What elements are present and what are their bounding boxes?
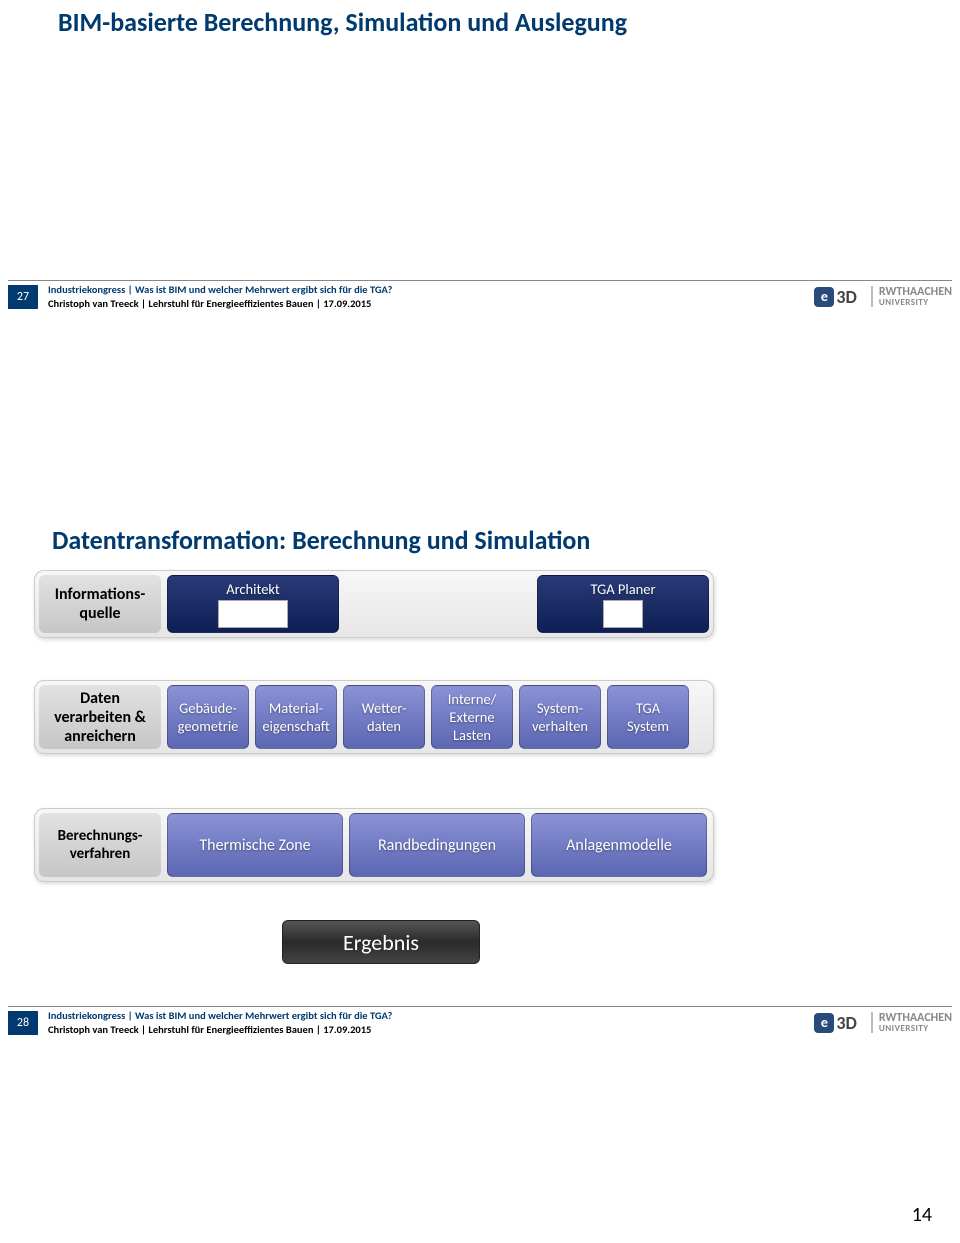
footer-line1: Industriekongress | Was ist BIM und welc… — [48, 1009, 392, 1022]
e3d-badge-icon: e — [814, 1013, 834, 1033]
slide28-footer-text: Industriekongress | Was ist BIM und welc… — [48, 1009, 392, 1035]
row2-item-1: Material-eigenschaft — [255, 685, 337, 749]
slide27-title: BIM-basierte Berechnung, Simulation und … — [0, 0, 960, 38]
slide28-footer: 28 Industriekongress | Was ist BIM und w… — [8, 1006, 952, 1038]
row3-item-2: Anlagenmodelle — [531, 813, 707, 877]
row2-item-0: Gebäude-geometrie — [167, 685, 249, 749]
ergebnis-box: Ergebnis — [282, 920, 480, 964]
row3-item-0: Thermische Zone — [167, 813, 343, 877]
slide28-page-number: 28 — [8, 1011, 38, 1035]
tga-planer-label: TGA Planer — [590, 580, 655, 598]
e3d-text: 3D — [836, 1012, 856, 1034]
row2-item-4: System-verhalten — [519, 685, 601, 749]
row2-item-2: Wetter-daten — [343, 685, 425, 749]
slide27-footer-text: Industriekongress | Was ist BIM und welc… — [48, 283, 392, 309]
row3-item-1: Randbedingungen — [349, 813, 525, 877]
rwth-logo: RWTHAACHEN UNIVERSITY — [871, 286, 952, 307]
tga-planer-box: TGA Planer — [537, 575, 709, 633]
rwth-logo: RWTHAACHEN UNIVERSITY — [871, 1012, 952, 1033]
row2-label-text: Daten verarbeiten & anreichern — [43, 689, 157, 746]
footer-line2: Christoph van Treeck | Lehrstuhl für Ene… — [48, 1023, 392, 1036]
architekt-box: Architekt — [167, 575, 339, 633]
slide28-title: Datentransformation: Berechnung und Simu… — [0, 518, 590, 556]
ergebnis-label: Ergebnis — [343, 929, 419, 956]
page-corner-number: 14 — [912, 1203, 932, 1227]
slide28-logos: e3D RWTHAACHEN UNIVERSITY — [814, 1012, 952, 1034]
slide27-page-number: 27 — [8, 285, 38, 309]
e3d-logo: e3D — [814, 1012, 856, 1034]
e3d-badge-icon: e — [814, 287, 834, 307]
slide27-footer: 27 Industriekongress | Was ist BIM und w… — [8, 280, 952, 312]
row2-item-5: TGA System — [607, 685, 689, 749]
e3d-text: 3D — [836, 286, 856, 308]
row3-label: Berechnungs-verfahren — [39, 813, 161, 877]
rwth-bottom: UNIVERSITY — [879, 298, 952, 307]
row2-item-3: Interne/ Externe Lasten — [431, 685, 513, 749]
tga-planer-image-placeholder — [603, 600, 643, 628]
row1-label-text: Informations-quelle — [43, 585, 157, 623]
e3d-logo: e3D — [814, 286, 856, 308]
row-informationsquelle: Informations-quelle Architekt TGA Planer — [34, 570, 714, 638]
row3-label-text: Berechnungs-verfahren — [43, 827, 157, 863]
row2-label: Daten verarbeiten & anreichern — [39, 685, 161, 749]
row-daten-verarbeiten: Daten verarbeiten & anreichern Gebäude-g… — [34, 680, 714, 754]
slide27-logos: e3D RWTHAACHEN UNIVERSITY — [814, 286, 952, 308]
architekt-image-placeholder — [218, 600, 288, 628]
architekt-label: Architekt — [226, 580, 280, 598]
row-berechnungsverfahren: Berechnungs-verfahren Thermische Zone Ra… — [34, 808, 714, 882]
footer-line1: Industriekongress | Was ist BIM und welc… — [48, 283, 392, 296]
footer-line2: Christoph van Treeck | Lehrstuhl für Ene… — [48, 297, 392, 310]
row1-label: Informations-quelle — [39, 575, 161, 633]
rwth-bottom: UNIVERSITY — [879, 1024, 952, 1033]
